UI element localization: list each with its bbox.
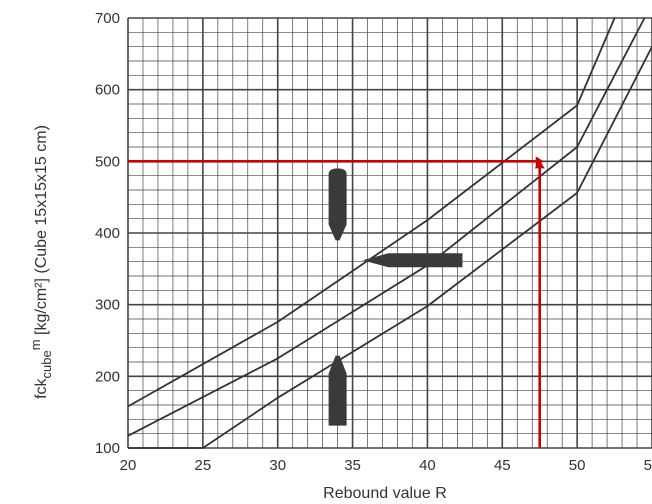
hammer-body <box>328 355 347 426</box>
hammer-vertical-up-icon <box>328 355 347 426</box>
x-tick-label: 35 <box>344 457 361 474</box>
y-tick-label: 600 <box>95 82 120 99</box>
hammer-horizontal-icon <box>362 253 463 268</box>
hammer-body <box>362 253 463 268</box>
reading-arrow-up-icon <box>534 160 545 169</box>
hammer-vertical-down-icon <box>328 168 347 241</box>
y-tick-label: 100 <box>95 440 120 457</box>
x-tick-labels: 20 25 30 35 40 45 50 55 <box>120 457 652 474</box>
hammer-body <box>328 168 347 241</box>
x-tick-label: 20 <box>120 457 137 474</box>
x-tick-label: 30 <box>269 457 286 474</box>
x-tick-label: 50 <box>569 457 586 474</box>
y-tick-labels: 100 200 300 400 500 600 700 <box>95 10 120 457</box>
y-axis-label: fckcubem [kg/cm²] (Cube 15x15x15 cm) <box>28 125 54 399</box>
calibration-curve-1 <box>127 17 616 408</box>
y-tick-label: 200 <box>95 368 120 385</box>
y-tick-label: 700 <box>95 10 120 27</box>
x-tick-label: 25 <box>195 457 212 474</box>
y-tick-label: 500 <box>95 153 120 170</box>
x-tick-label: 45 <box>494 457 511 474</box>
y-tick-label: 400 <box>95 225 120 242</box>
x-tick-label: 55 <box>644 457 652 474</box>
calibration-curve-3 <box>128 46 652 449</box>
y-tick-label: 300 <box>95 297 120 314</box>
grid-major <box>127 17 652 449</box>
reading-lines <box>128 156 545 448</box>
x-axis-label: Rebound value R <box>323 485 447 502</box>
x-tick-label: 40 <box>419 457 436 474</box>
hammer-orientations <box>328 168 463 426</box>
